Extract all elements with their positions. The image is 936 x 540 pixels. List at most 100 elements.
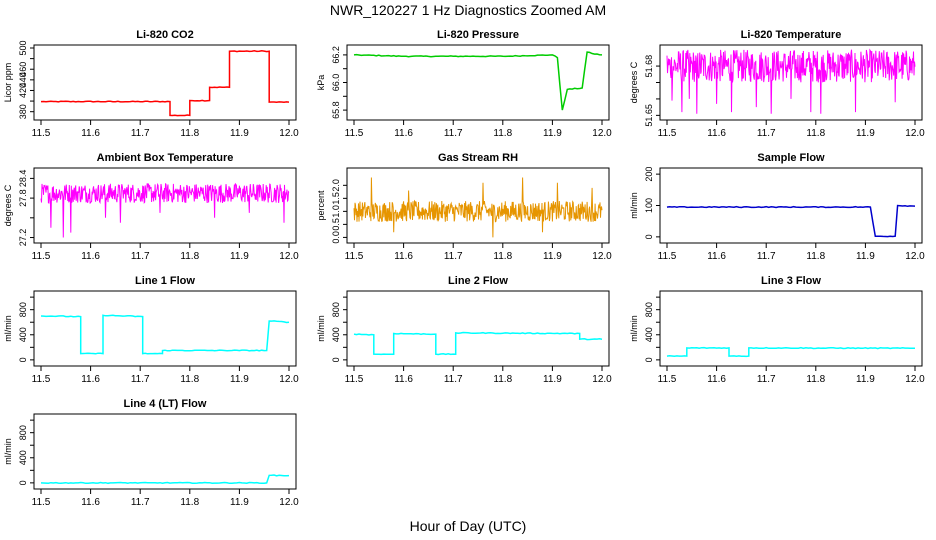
x-tick-label: 11.7 xyxy=(131,251,150,262)
panel-title: Ambient Box Temperature xyxy=(97,152,234,164)
x-tick-label: 11.7 xyxy=(757,251,776,262)
x-tick-label: 11.8 xyxy=(180,251,199,262)
x-tick-label: 11.5 xyxy=(345,128,364,139)
x-tick-label: 11.9 xyxy=(543,251,562,262)
y-tick-label: 51.65 xyxy=(644,104,654,127)
y-tick-label: 0 xyxy=(18,357,28,362)
panel-1: Li-820 CO2 11.5 11.6 11.7 11.8 11.9 12.0 380 420… xyxy=(3,29,299,139)
x-tick-label: 11.6 xyxy=(81,497,100,508)
y-tick-label: 0.0 xyxy=(331,231,341,244)
x-tick-label: 11.7 xyxy=(757,128,776,139)
x-tick-label: 11.5 xyxy=(32,374,51,385)
y-tick-label: 0 xyxy=(644,357,654,362)
y-tick-label: 51.68 xyxy=(644,55,654,78)
x-tick-label: 11.6 xyxy=(707,128,726,139)
x-tick-label: 11.6 xyxy=(707,251,726,262)
x-tick-label: 12.0 xyxy=(592,374,612,385)
x-tick-label: 11.8 xyxy=(493,374,512,385)
plot-frame xyxy=(659,167,923,244)
y-tick-label: 100 xyxy=(644,198,654,213)
y-axis-label: degrees C xyxy=(3,184,13,226)
y-tick-label: 28.4 xyxy=(18,170,28,188)
x-tick-label: 12.0 xyxy=(905,374,925,385)
y-tick-label: 1.5 xyxy=(331,192,341,205)
y-axis-label: degrees C xyxy=(629,61,639,103)
plot-frame xyxy=(33,290,297,367)
y-tick-label: 27.8 xyxy=(18,189,28,207)
y-tick-label: 0 xyxy=(331,357,341,362)
x-tick-label: 11.8 xyxy=(180,128,199,139)
x-tick-label: 11.8 xyxy=(493,128,512,139)
y-tick-label: 66.0 xyxy=(331,74,341,92)
plot-frame xyxy=(33,44,297,121)
y-tick-label: 400 xyxy=(331,327,341,342)
x-tick-label: 11.9 xyxy=(856,128,875,139)
x-tick-label: 11.5 xyxy=(345,251,364,262)
x-tick-label: 12.0 xyxy=(279,128,299,139)
x-tick-label: 12.0 xyxy=(279,251,299,262)
x-tick-label: 11.9 xyxy=(230,251,249,262)
y-tick-label: 380 xyxy=(18,104,28,119)
x-tick-label: 12.0 xyxy=(905,128,925,139)
x-tick-label: 11.5 xyxy=(345,374,364,385)
plot-frame xyxy=(659,290,923,367)
x-tick-label: 11.8 xyxy=(180,497,199,508)
x-tick-label: 11.9 xyxy=(543,374,562,385)
x-tick-label: 11.9 xyxy=(856,251,875,262)
x-tick-label: 12.0 xyxy=(905,251,925,262)
series-line xyxy=(353,177,603,238)
y-tick-label: 200 xyxy=(644,167,654,182)
x-tick-label: 11.9 xyxy=(230,128,249,139)
panel-title: Line 2 Flow xyxy=(448,275,508,287)
panel-7: Line 1 Flow 11.5 11.6 11.7 11.8 11.9 12.0 0 400 8… xyxy=(3,275,299,385)
x-tick-label: 11.9 xyxy=(230,374,249,385)
series-group xyxy=(353,177,603,238)
x-tick-label: 11.9 xyxy=(856,374,875,385)
y-axis-label: ml/min xyxy=(316,315,326,342)
y-axis-label: ml/min xyxy=(629,315,639,342)
y-tick-label: 0 xyxy=(18,480,28,485)
x-tick-label: 11.5 xyxy=(32,497,51,508)
y-tick-label: 500 xyxy=(18,40,28,55)
y-tick-label: 0.5 xyxy=(331,218,341,231)
y-tick-label: 65.8 xyxy=(331,101,341,119)
x-tick-label: 11.6 xyxy=(394,251,413,262)
series-group xyxy=(40,182,290,238)
x-tick-label: 11.6 xyxy=(707,374,726,385)
x-tick-label: 11.8 xyxy=(806,128,825,139)
x-tick-label: 11.9 xyxy=(543,128,562,139)
x-tick-label: 11.7 xyxy=(131,128,150,139)
panel-title: Sample Flow xyxy=(757,152,825,164)
y-tick-label: 66.2 xyxy=(331,46,341,64)
panel-title: Li-820 CO2 xyxy=(136,29,193,41)
x-tick-label: 11.5 xyxy=(32,251,51,262)
y-tick-label: 27.2 xyxy=(18,229,28,247)
y-axis-label: Licor ppm xyxy=(3,63,13,103)
series-line xyxy=(40,182,290,238)
x-tick-label: 11.5 xyxy=(658,251,677,262)
plot-frame xyxy=(33,413,297,490)
page-title: NWR_120227 1 Hz Diagnostics Zoomed AM xyxy=(329,2,607,18)
y-tick-label: 400 xyxy=(18,450,28,465)
panel-title: Line 1 Flow xyxy=(135,275,195,287)
panel-5: Gas Stream RH 11.5 11.6 11.7 11.8 11.9 12.0 0.0… xyxy=(316,152,612,262)
panel-8: Line 2 Flow 11.5 11.6 11.7 11.8 11.9 12.0 0 400 8… xyxy=(316,275,612,385)
y-tick-label: 800 xyxy=(18,425,28,440)
panel-10: Line 4 (LT) Flow 11.5 11.6 11.7 11.8 11.9 12.0… xyxy=(3,398,299,508)
y-tick-label: 420 xyxy=(18,83,28,98)
x-tick-label: 12.0 xyxy=(592,128,612,139)
series-group xyxy=(40,474,290,485)
panel-title: Line 3 Flow xyxy=(761,275,821,287)
panel-6: Sample Flow 11.5 11.6 11.7 11.8 11.9 12.0 0 100 2… xyxy=(629,152,925,262)
x-tick-label: 12.0 xyxy=(279,497,299,508)
x-tick-label: 11.8 xyxy=(493,251,512,262)
series-line xyxy=(40,474,290,485)
y-tick-label: 440 xyxy=(18,72,28,87)
series-line xyxy=(40,50,290,117)
panel-title: Line 4 (LT) Flow xyxy=(124,398,207,410)
y-tick-label: 400 xyxy=(18,327,28,342)
series-line xyxy=(353,51,603,111)
y-axis-label: kPa xyxy=(316,75,326,91)
y-tick-label: 460 xyxy=(18,62,28,77)
